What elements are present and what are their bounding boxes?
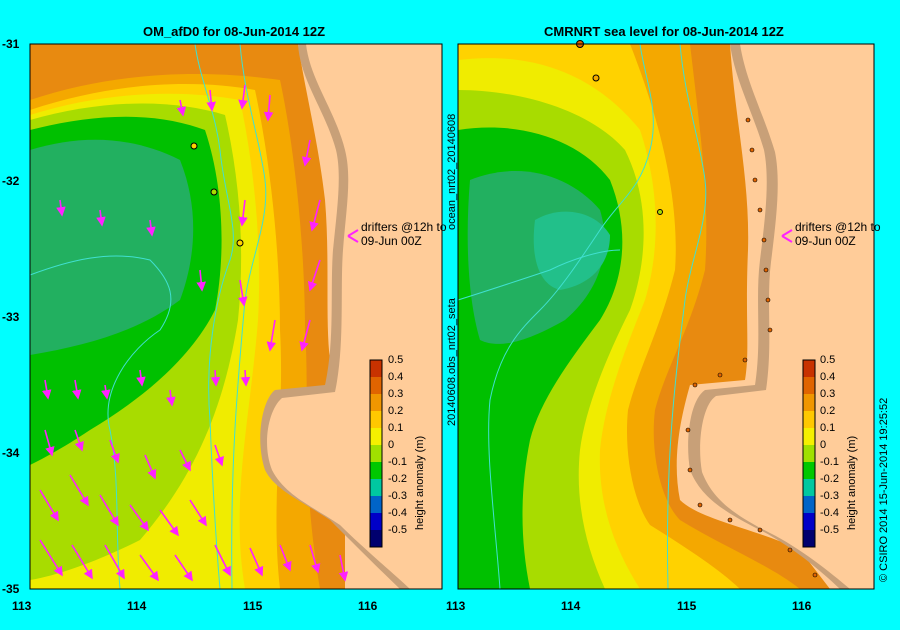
colorbar-tick: -0.2 bbox=[388, 473, 407, 485]
colorbar-tick: 0 bbox=[820, 439, 827, 451]
x-tick: 115 bbox=[677, 599, 697, 613]
run-label: ocean_nrt02_20140608 bbox=[446, 113, 458, 230]
left-map bbox=[29, 43, 442, 590]
colorbar-tick: 0.1 bbox=[820, 422, 836, 434]
colorbar-tick: 0.1 bbox=[388, 422, 404, 434]
colorbar-tick: 0.3 bbox=[388, 388, 404, 400]
left-map-title: OM_afD0 for 08-Jun-2014 12Z bbox=[143, 24, 326, 39]
left-drifters-note: drifters @12h to 09-Jun 00Z bbox=[361, 220, 447, 248]
right-map-title: CMRNRT sea level for 08-Jun-2014 12Z bbox=[544, 24, 784, 39]
colorbar-tick: -0.4 bbox=[388, 507, 407, 519]
left-colorbar bbox=[369, 359, 383, 548]
x-tick: 114 bbox=[561, 599, 581, 613]
colorbar-tick: 0.5 bbox=[820, 354, 836, 366]
x-tick: 113 bbox=[446, 599, 466, 613]
colorbar-tick: 0.4 bbox=[820, 371, 836, 383]
colorbar-tick: -0.4 bbox=[820, 507, 839, 519]
colorbar-tick: -0.3 bbox=[820, 490, 839, 502]
colorbar-tick: -0.1 bbox=[388, 456, 407, 468]
colorbar-tick: -0.3 bbox=[388, 490, 407, 502]
colorbar-tick: -0.2 bbox=[820, 473, 839, 485]
colorbar-tick: 0.5 bbox=[388, 354, 404, 366]
credit-label: © CSIRO 2014 15-Jun-2014 19:25:52 bbox=[878, 397, 890, 582]
right-drifters-note: drifters @12h to 09-Jun 00Z bbox=[795, 220, 881, 248]
colorbar-tick: 0 bbox=[388, 439, 395, 451]
y-tick: -34 bbox=[2, 446, 20, 460]
left-colorbar-label: height anomaly (m) bbox=[414, 435, 426, 530]
colorbar-tick: 0.2 bbox=[820, 405, 836, 417]
y-tick: -35 bbox=[2, 582, 20, 596]
x-tick: 116 bbox=[358, 599, 378, 613]
right-colorbar-label: height anomaly (m) bbox=[846, 435, 858, 530]
x-tick: 114 bbox=[127, 599, 147, 613]
x-tick: 113 bbox=[12, 599, 32, 613]
x-tick: 116 bbox=[792, 599, 812, 613]
colorbar-tick: -0.5 bbox=[820, 524, 839, 536]
colorbar-tick: 0.3 bbox=[820, 388, 836, 400]
y-tick: -33 bbox=[2, 310, 20, 324]
colorbar-tick: -0.1 bbox=[820, 456, 839, 468]
colorbar-tick: 0.2 bbox=[388, 405, 404, 417]
y-tick: -31 bbox=[2, 37, 20, 51]
obs-label: 20140608.obs_nrt02_seta bbox=[446, 298, 458, 426]
x-tick: 115 bbox=[243, 599, 263, 613]
right-map bbox=[457, 40, 874, 590]
colorbar-tick: -0.5 bbox=[388, 524, 407, 536]
y-tick: -32 bbox=[2, 174, 20, 188]
colorbar-tick: 0.4 bbox=[388, 371, 404, 383]
right-colorbar bbox=[802, 359, 816, 548]
